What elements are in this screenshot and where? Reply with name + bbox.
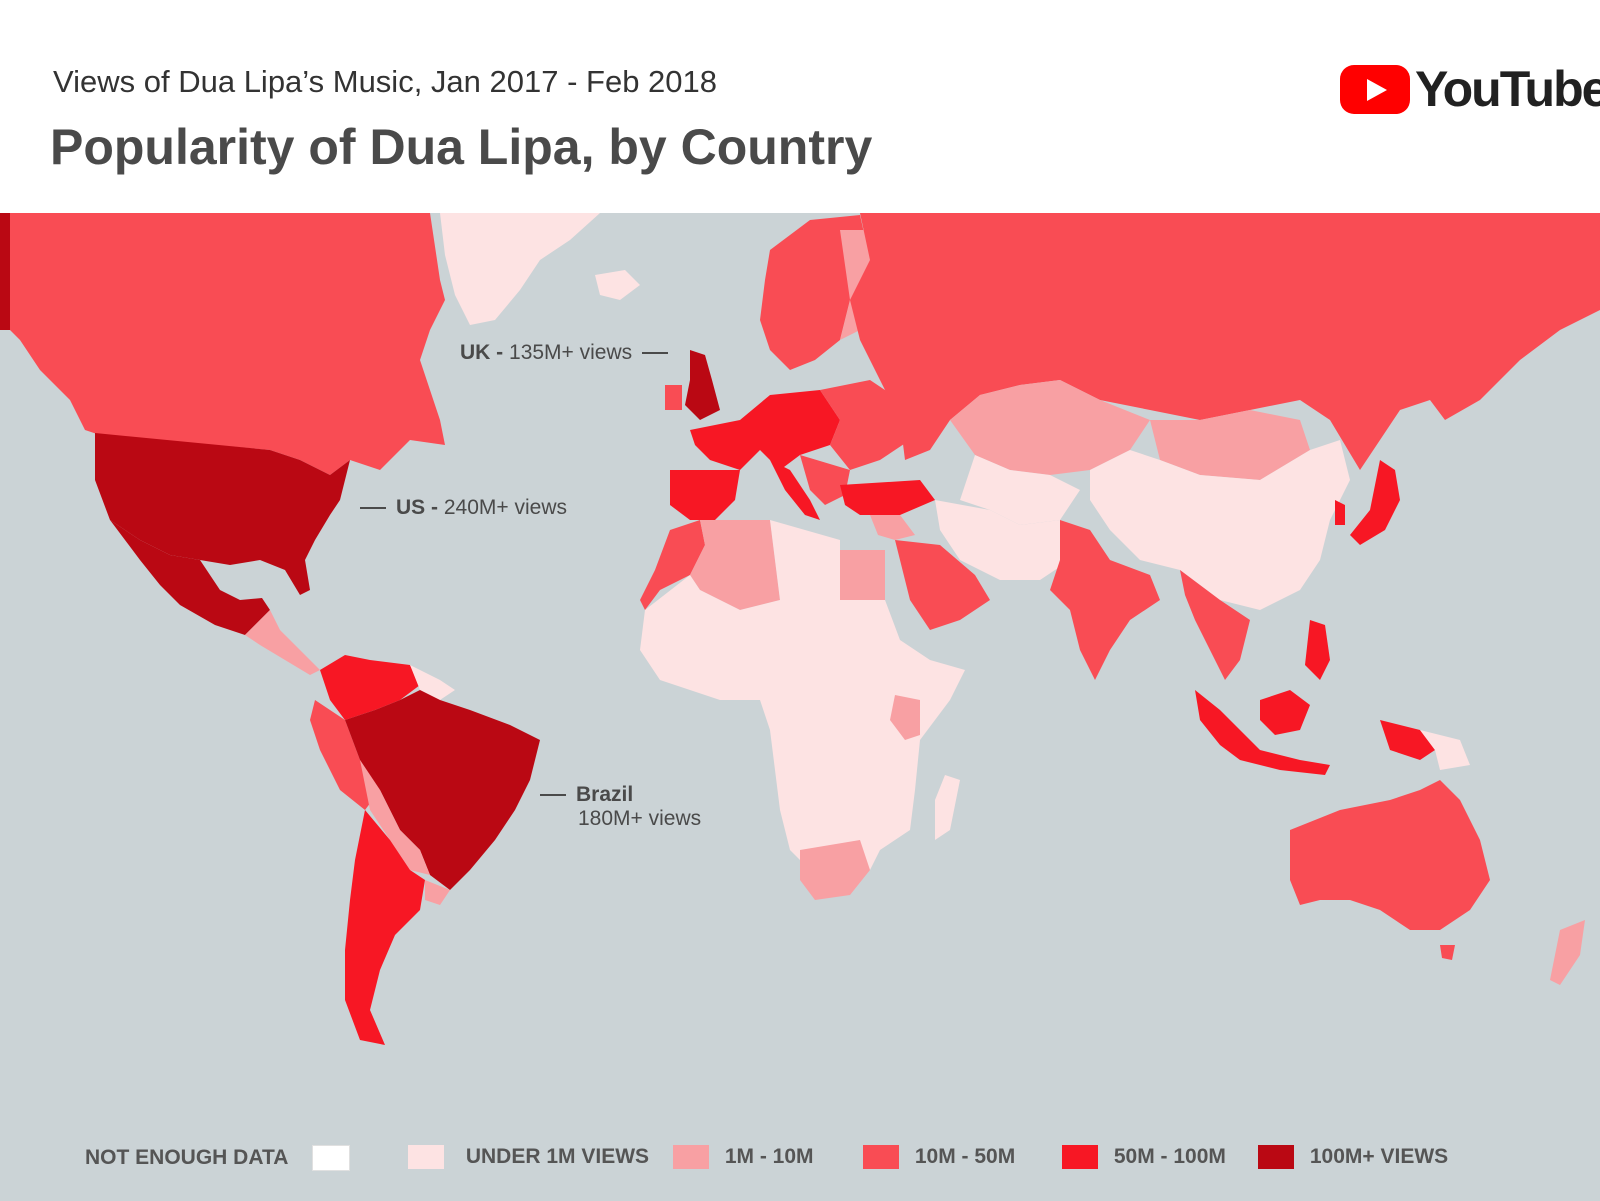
youtube-logo-text: YouTube xyxy=(1415,61,1600,117)
legend-swatch xyxy=(863,1145,899,1170)
region-iberia xyxy=(670,470,740,520)
region-madagascar xyxy=(935,775,960,840)
callout-uk-leader xyxy=(642,352,669,355)
region-usa xyxy=(95,433,350,595)
legend: NOT ENOUGH DATA UNDER 1M VIEWS 1M - 10M … xyxy=(0,1145,1600,1185)
region-mexico xyxy=(110,520,270,635)
callout-us-views: 240M+ views xyxy=(443,496,567,519)
legend-swatch xyxy=(312,1145,351,1171)
region-tasmania xyxy=(1440,945,1455,960)
region-saudi-arabia xyxy=(895,540,990,630)
legend-swatch xyxy=(408,1145,444,1170)
region-australia xyxy=(1290,780,1490,930)
callout-brazil: Brazil 180M+ views xyxy=(540,783,701,831)
region-china xyxy=(1090,440,1350,610)
header: Views of Dua Lipa’s Music, Jan 2017 - Fe… xyxy=(0,0,1600,213)
region-mainland-se-asia xyxy=(1180,570,1250,680)
youtube-logo: YouTube xyxy=(1340,60,1600,120)
chart-subtitle: Views of Dua Lipa’s Music, Jan 2017 - Fe… xyxy=(53,64,718,99)
region-canada xyxy=(0,213,445,475)
legend-item-under-1m: UNDER 1M VIEWS xyxy=(408,1145,650,1170)
legend-item-100m-plus: 100M+ VIEWS xyxy=(1258,1145,1449,1170)
region-algeria xyxy=(690,520,780,610)
callout-brazil-country: Brazil xyxy=(576,783,634,806)
region-turkey xyxy=(840,480,935,515)
region-korea xyxy=(1335,500,1345,525)
legend-item-1m-10m: 1M - 10M xyxy=(673,1145,814,1170)
region-greenland xyxy=(440,213,600,325)
region-kazakhstan xyxy=(950,380,1150,475)
region-western-europe xyxy=(690,390,840,470)
region-iran-afghan xyxy=(935,500,1070,580)
region-guianas xyxy=(410,665,455,700)
region-ireland xyxy=(665,385,682,410)
world-map: UK - 135M+ views US - 240M+ views Brazil… xyxy=(0,213,1600,1201)
region-uruguay xyxy=(425,880,450,905)
legend-label: UNDER 1M VIEWS xyxy=(465,1145,650,1169)
legend-item-not-enough-data: NOT ENOUGH DATA xyxy=(85,1145,351,1171)
callout-brazil-leader xyxy=(540,794,566,797)
chart-title: Popularity of Dua Lipa, by Country xyxy=(50,119,873,175)
region-morocco xyxy=(640,520,705,610)
legend-swatch xyxy=(673,1145,709,1170)
region-sumatra-java xyxy=(1195,690,1330,775)
legend-swatch xyxy=(1062,1145,1098,1170)
region-new-guinea xyxy=(1380,720,1435,760)
region-new-zealand xyxy=(1550,920,1585,985)
region-philippines xyxy=(1305,620,1330,680)
region-balkans xyxy=(800,455,850,505)
region-kenya xyxy=(890,695,920,740)
legend-item-50m-100m: 50M - 100M xyxy=(1062,1145,1226,1170)
callout-us-leader xyxy=(360,507,386,510)
region-russia xyxy=(850,213,1600,470)
region-africa-main xyxy=(640,520,965,880)
legend-label: NOT ENOUGH DATA xyxy=(85,1146,289,1169)
region-chile-argentina xyxy=(345,810,425,1045)
region-png xyxy=(1420,730,1470,770)
callout-uk-views: 135M+ views xyxy=(509,341,633,364)
callout-us: US - 240M+ views xyxy=(350,496,567,520)
callout-us-country: US - xyxy=(396,496,438,519)
callout-brazil-views: 180M+ views xyxy=(578,807,702,830)
region-bolivia-paraguay xyxy=(360,760,430,875)
region-central-asia xyxy=(960,455,1080,525)
legend-label: 10M - 50M xyxy=(914,1145,1016,1169)
legend-swatch xyxy=(1258,1145,1294,1170)
region-middle-east-small xyxy=(870,515,915,540)
region-india xyxy=(1050,520,1160,680)
region-egypt xyxy=(840,550,885,600)
region-uk xyxy=(685,350,720,420)
world-map-svg xyxy=(0,213,1600,1045)
legend-item-10m-50m: 10M - 50M xyxy=(863,1145,1016,1170)
region-iceland xyxy=(595,270,640,300)
region-south-africa xyxy=(800,840,870,900)
region-colombia-venezuela xyxy=(320,655,420,720)
region-alaska xyxy=(0,213,10,330)
region-eastern-europe xyxy=(820,380,910,470)
region-japan xyxy=(1350,460,1400,545)
region-italy xyxy=(770,460,820,520)
callout-uk: UK - 135M+ views xyxy=(460,341,678,365)
region-mongolia xyxy=(1150,410,1310,480)
legend-label: 1M - 10M xyxy=(724,1145,814,1169)
legend-label: 50M - 100M xyxy=(1113,1145,1226,1169)
region-peru-ecuador xyxy=(310,700,380,810)
region-borneo-sulawesi xyxy=(1260,690,1310,735)
legend-label: 100M+ VIEWS xyxy=(1309,1145,1449,1169)
youtube-play-icon xyxy=(1340,65,1410,114)
region-scandinavia xyxy=(760,215,870,370)
region-central-america xyxy=(245,610,320,675)
callout-uk-country: UK - xyxy=(460,341,504,364)
region-brazil xyxy=(345,690,540,890)
